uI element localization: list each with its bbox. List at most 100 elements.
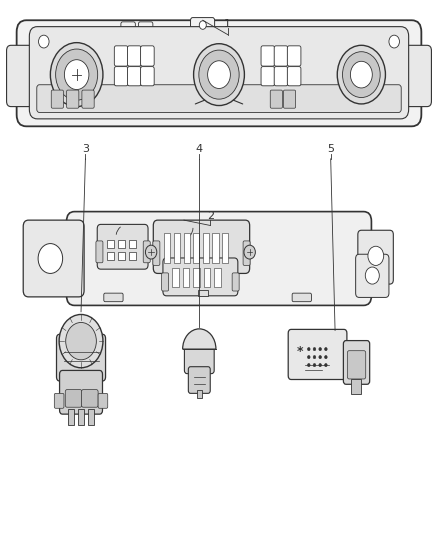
FancyBboxPatch shape (23, 220, 84, 297)
FancyBboxPatch shape (82, 90, 94, 108)
FancyBboxPatch shape (98, 393, 108, 408)
FancyBboxPatch shape (343, 341, 370, 384)
Bar (88, 409, 94, 425)
Text: 2: 2 (207, 211, 214, 221)
FancyBboxPatch shape (153, 241, 160, 265)
Circle shape (325, 348, 327, 351)
FancyBboxPatch shape (60, 370, 102, 414)
Circle shape (244, 245, 255, 259)
Circle shape (368, 246, 384, 265)
Bar (107, 252, 114, 260)
FancyBboxPatch shape (114, 46, 128, 66)
Circle shape (50, 43, 103, 107)
FancyBboxPatch shape (65, 390, 82, 407)
Bar (198, 290, 208, 296)
FancyBboxPatch shape (191, 18, 215, 36)
Circle shape (365, 267, 379, 284)
FancyBboxPatch shape (127, 46, 141, 66)
FancyBboxPatch shape (37, 85, 401, 112)
FancyBboxPatch shape (114, 67, 128, 86)
Bar (164, 233, 170, 263)
FancyBboxPatch shape (104, 293, 123, 302)
FancyBboxPatch shape (261, 67, 275, 86)
FancyBboxPatch shape (51, 90, 64, 108)
Circle shape (319, 364, 321, 367)
FancyBboxPatch shape (283, 90, 296, 108)
FancyBboxPatch shape (347, 351, 366, 379)
FancyBboxPatch shape (143, 241, 150, 263)
FancyBboxPatch shape (274, 46, 288, 66)
Bar (78, 409, 84, 425)
FancyBboxPatch shape (188, 367, 210, 393)
Circle shape (39, 35, 49, 48)
Circle shape (350, 61, 372, 88)
Circle shape (319, 348, 321, 351)
Circle shape (389, 99, 399, 111)
FancyBboxPatch shape (356, 254, 389, 297)
FancyBboxPatch shape (274, 67, 288, 86)
Bar (129, 252, 136, 260)
FancyBboxPatch shape (7, 45, 33, 107)
FancyBboxPatch shape (54, 393, 64, 408)
FancyBboxPatch shape (163, 258, 238, 296)
Circle shape (38, 244, 63, 273)
Bar (118, 240, 125, 248)
Text: 4: 4 (196, 144, 203, 154)
Bar (214, 268, 221, 287)
Bar (203, 233, 209, 263)
Circle shape (208, 61, 230, 88)
Bar (174, 233, 180, 263)
Circle shape (319, 356, 321, 359)
Bar (193, 268, 200, 287)
FancyBboxPatch shape (81, 390, 98, 407)
Bar (129, 240, 136, 248)
Circle shape (307, 356, 310, 359)
Circle shape (307, 364, 310, 367)
FancyBboxPatch shape (141, 46, 154, 66)
FancyBboxPatch shape (184, 345, 214, 374)
FancyBboxPatch shape (288, 329, 347, 379)
Circle shape (313, 356, 316, 359)
FancyBboxPatch shape (292, 293, 311, 302)
Circle shape (389, 35, 399, 48)
FancyBboxPatch shape (270, 90, 283, 108)
Bar (351, 379, 361, 394)
Circle shape (56, 49, 98, 100)
FancyBboxPatch shape (261, 46, 275, 66)
Circle shape (313, 364, 316, 367)
Circle shape (325, 356, 327, 359)
FancyBboxPatch shape (127, 67, 141, 86)
FancyBboxPatch shape (232, 273, 239, 291)
Circle shape (313, 348, 316, 351)
FancyBboxPatch shape (96, 241, 103, 263)
FancyBboxPatch shape (405, 45, 431, 107)
FancyBboxPatch shape (29, 27, 409, 119)
Bar (183, 268, 189, 287)
Circle shape (199, 50, 239, 99)
FancyBboxPatch shape (17, 20, 421, 126)
FancyBboxPatch shape (57, 334, 106, 381)
Text: 1: 1 (224, 19, 231, 29)
Bar (212, 233, 219, 263)
Circle shape (59, 314, 103, 368)
Circle shape (145, 245, 157, 259)
FancyBboxPatch shape (141, 67, 154, 86)
Text: 5: 5 (327, 144, 334, 154)
Bar (222, 233, 228, 263)
FancyBboxPatch shape (153, 220, 250, 273)
Bar (197, 390, 202, 398)
FancyBboxPatch shape (67, 212, 371, 305)
FancyBboxPatch shape (287, 67, 301, 86)
FancyBboxPatch shape (243, 241, 250, 265)
Circle shape (66, 322, 96, 360)
Wedge shape (183, 329, 216, 349)
Bar (172, 268, 179, 287)
FancyBboxPatch shape (121, 22, 135, 36)
Bar (204, 268, 210, 287)
Circle shape (199, 21, 206, 29)
FancyBboxPatch shape (97, 224, 148, 269)
Bar (68, 409, 74, 425)
FancyBboxPatch shape (162, 273, 169, 291)
FancyBboxPatch shape (138, 22, 153, 36)
Bar (184, 233, 190, 263)
